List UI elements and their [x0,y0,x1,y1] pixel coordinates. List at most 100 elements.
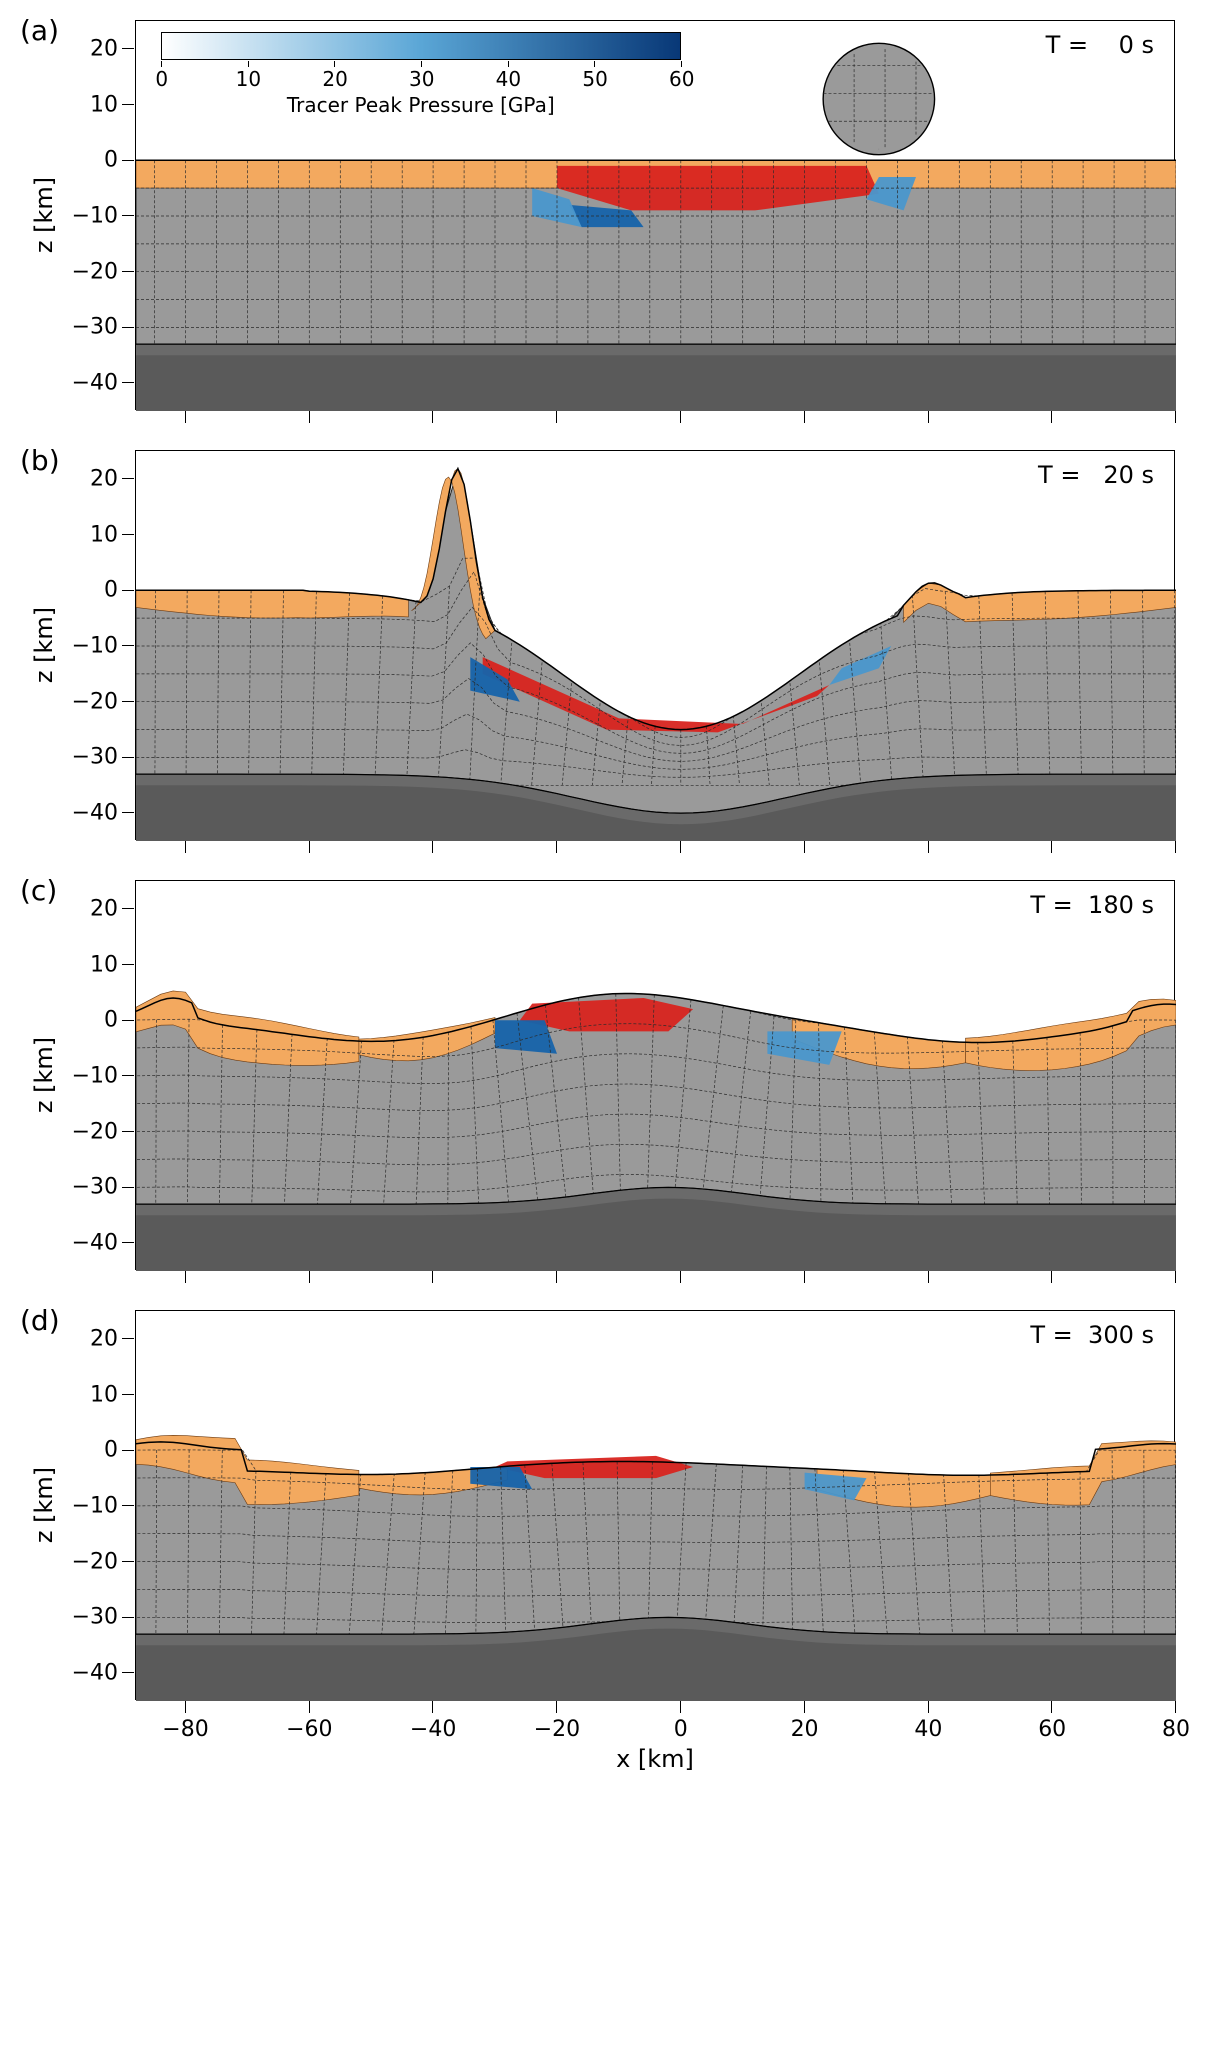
x-tick-label: −80 [162,1717,208,1742]
panel-label: (b) [20,444,60,477]
y-tick [122,1020,134,1021]
x-tick-label: −40 [410,1717,456,1742]
y-tick [122,1187,134,1188]
x-tick [556,411,557,423]
x-tick [804,411,805,423]
plot-area: −40−30−20−1001020T = 180 s [135,880,1175,1270]
y-tick [122,645,134,646]
x-tick [680,1271,681,1283]
x-tick [185,411,186,423]
x-tick-label: −60 [286,1717,332,1742]
panel-label: (a) [20,14,59,47]
y-tick [122,1561,134,1562]
y-tick [122,382,134,383]
y-tick [122,271,134,272]
y-tick-label: −30 [72,1605,118,1630]
x-tick [1051,1271,1052,1283]
y-tick-label: −40 [72,371,118,396]
y-tick [122,160,134,161]
panel-d: (d)z [km]−40−30−20−1001020−80−60−40−2002… [30,1310,1199,1700]
x-tick [1051,1701,1052,1713]
y-tick [122,1505,134,1506]
x-tick [1175,1271,1176,1283]
x-tick [309,841,310,853]
plot-svg [136,451,1176,841]
panel-label: (d) [20,1304,60,1337]
y-tick [122,590,134,591]
y-tick-label: 20 [90,466,118,491]
y-tick [122,1075,134,1076]
x-tick [432,411,433,423]
time-label: T = 20 s [1038,461,1154,489]
y-tick [122,1131,134,1132]
y-tick [122,1242,134,1243]
y-axis-label: z [km] [30,607,58,683]
y-tick-label: 10 [90,522,118,547]
y-tick-label: −10 [72,634,118,659]
y-tick [122,1450,134,1451]
x-tick-label: 80 [1162,1717,1190,1742]
colorbar-title: Tracer Peak Pressure [GPa] [287,93,555,117]
y-tick-label: 20 [90,1326,118,1351]
y-tick-label: −40 [72,1231,118,1256]
x-tick [1175,411,1176,423]
x-tick [680,841,681,853]
y-tick-label: 10 [90,92,118,117]
x-tick [804,1271,805,1283]
x-tick [1051,841,1052,853]
y-tick-label: 0 [104,148,118,173]
x-tick [928,841,929,853]
x-axis-label: x [km] [616,1745,694,1773]
y-tick-label: −20 [72,689,118,714]
x-tick [804,1701,805,1713]
x-tick [185,841,186,853]
y-tick [122,327,134,328]
y-axis-label: z [km] [30,1037,58,1113]
x-tick [185,1271,186,1283]
y-tick-label: −20 [72,1119,118,1144]
x-tick-label: −20 [534,1717,580,1742]
panel-c: (c)z [km]−40−30−20−1001020T = 180 s [30,880,1199,1270]
x-tick-label: 0 [674,1717,688,1742]
y-tick [122,908,134,909]
y-tick-label: −10 [72,1494,118,1519]
y-tick-label: 10 [90,1382,118,1407]
colorbar-tick-label: 30 [409,67,434,91]
y-tick [122,812,134,813]
x-tick [556,1701,557,1713]
plot-svg [136,881,1176,1271]
figure: (a)z [km]−40−30−20−1001020T = 0 s0102030… [0,0,1229,1780]
y-tick-label: −30 [72,315,118,340]
panel-a: (a)z [km]−40−30−20−1001020T = 0 s0102030… [30,20,1199,410]
colorbar: 0102030405060Tracer Peak Pressure [GPa] [161,32,681,60]
x-tick [680,1701,681,1713]
colorbar-tick-label: 50 [582,67,607,91]
y-tick-label: −30 [72,1175,118,1200]
x-tick-label: 60 [1038,1717,1066,1742]
y-tick [122,104,134,105]
x-tick [556,1271,557,1283]
time-label: T = 180 s [1030,891,1154,919]
plot-area: −40−30−20−1001020T = 0 s0102030405060Tra… [135,20,1175,410]
y-tick-label: −10 [72,1064,118,1089]
x-tick [309,1271,310,1283]
x-tick [680,411,681,423]
x-tick [432,1701,433,1713]
y-tick [122,1338,134,1339]
panel-b: (b)z [km]−40−30−20−1001020T = 20 s [30,450,1199,840]
y-tick-label: 0 [104,578,118,603]
x-tick [1175,841,1176,853]
x-tick [185,1701,186,1713]
x-tick-label: 40 [914,1717,942,1742]
y-tick-label: −30 [72,745,118,770]
colorbar-tick-label: 60 [669,67,694,91]
panel-label: (c) [20,874,57,907]
y-tick [122,964,134,965]
colorbar-tick-label: 10 [236,67,261,91]
time-label: T = 0 s [1046,31,1154,59]
y-tick-label: 20 [90,896,118,921]
x-tick [556,841,557,853]
x-tick [1051,411,1052,423]
y-tick [122,757,134,758]
y-tick [122,215,134,216]
